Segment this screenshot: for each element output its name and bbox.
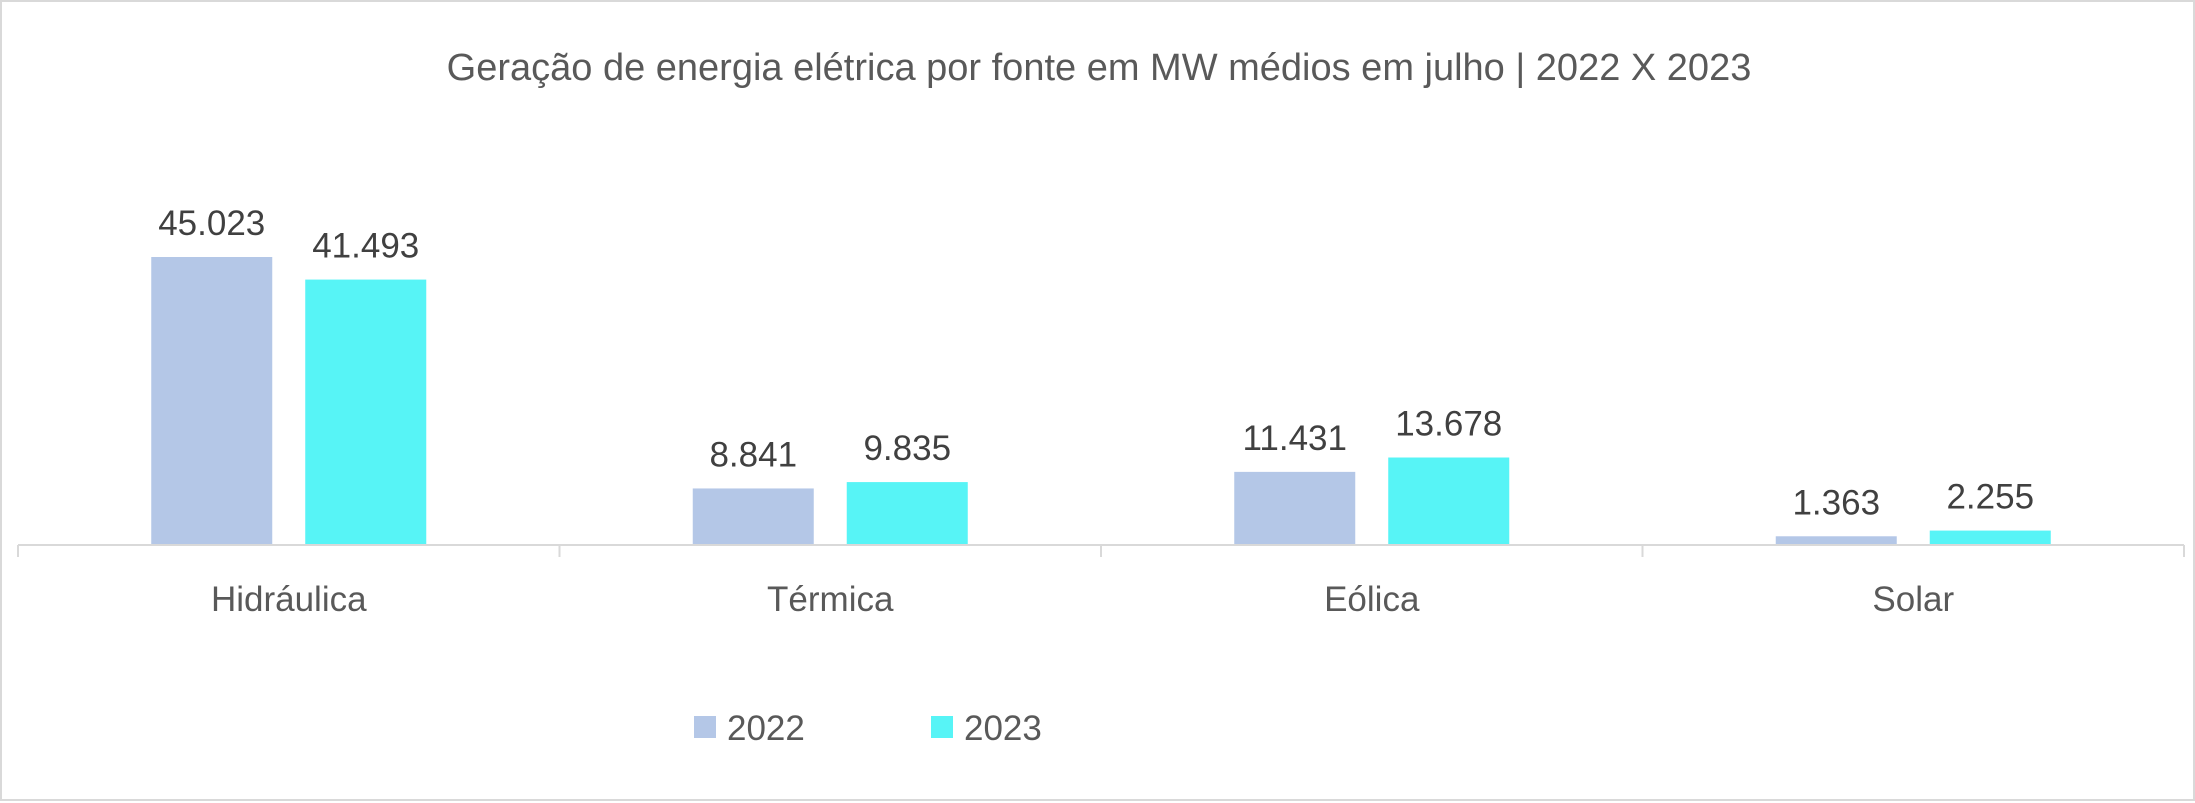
bar-2022-0 [151,257,273,545]
data-labels: 45.023 41.493 8.841 9.835 11.431 13.678 1.363 2… [158,204,2034,522]
bar-2022-3 [1775,536,1897,545]
data-label-2022-2: 11.431 [1243,419,1347,458]
category-label-0: Hidráulica [211,580,367,619]
bar-2022-2 [1234,471,1356,545]
chart-title: Geração de energia elétrica por fonte em… [447,47,1752,89]
data-label-2023-0: 41.493 [312,227,419,266]
legend-swatch-2022 [694,716,716,738]
data-label-2023-1: 9.835 [863,429,951,468]
bar-2023-0 [305,279,427,545]
data-label-2022-3: 1.363 [1792,483,1880,522]
data-label-2023-2: 13.678 [1395,405,1502,444]
legend: 2022 2023 [694,709,1042,748]
category-label-2: Eólica [1324,580,1420,619]
data-label-2022-0: 45.023 [158,204,265,243]
bar-2023-1 [846,482,968,545]
category-label-3: Solar [1872,580,1954,619]
data-label-2022-1: 8.841 [709,435,797,474]
legend-label-2022: 2022 [727,709,805,748]
bar-2022-1 [692,488,814,545]
legend-swatch-2023 [931,716,953,738]
bars-layer [151,257,2051,545]
data-label-2023-3: 2.255 [1946,478,2034,517]
bar-2023-2 [1388,457,1510,545]
x-axis: Hidráulica Térmica Eólica Solar [17,544,2185,619]
category-label-1: Térmica [767,580,894,619]
legend-label-2023: 2023 [964,709,1042,748]
bar-2023-3 [1929,530,2051,545]
